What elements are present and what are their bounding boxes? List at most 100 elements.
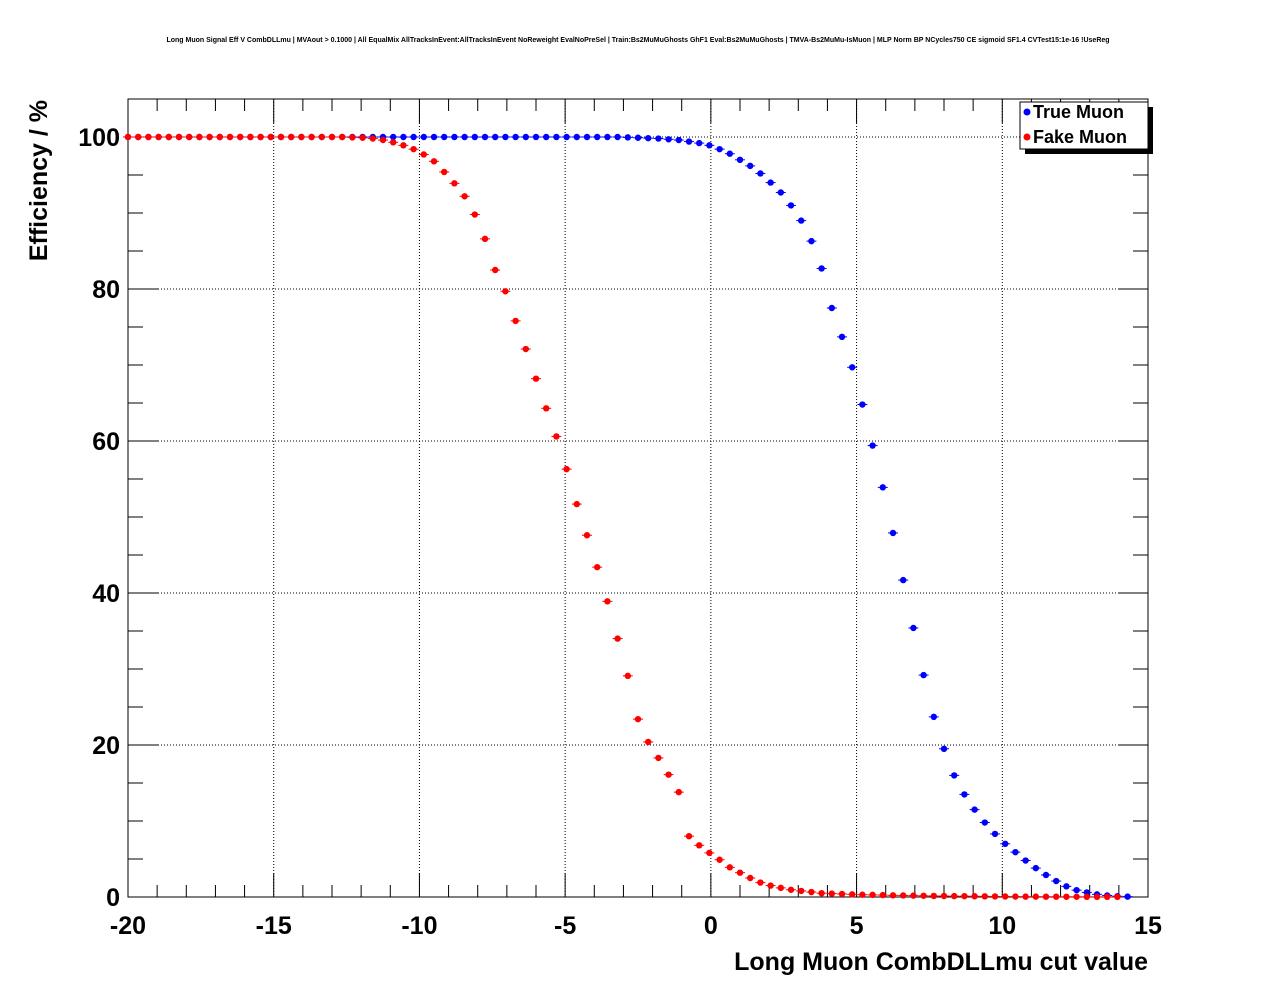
data-point [390, 133, 397, 141]
data-point [930, 713, 937, 721]
data-point [940, 892, 948, 900]
data-point [543, 405, 550, 412]
data-point [665, 771, 672, 778]
data-point [838, 333, 846, 341]
data-point [359, 134, 366, 141]
data-point [991, 830, 999, 838]
data-point [451, 133, 458, 141]
data-point [726, 150, 733, 157]
y-tick-label: 100 [78, 124, 120, 152]
data-point [900, 576, 907, 584]
data-point [267, 133, 274, 141]
data-point [492, 133, 499, 141]
y-tick-label: 40 [92, 580, 120, 608]
data-point [747, 162, 754, 170]
data-point [747, 874, 754, 882]
data-point [981, 819, 988, 826]
data-point [828, 304, 835, 312]
data-point [532, 133, 540, 141]
data-point [502, 133, 509, 141]
data-point [961, 791, 968, 798]
data-point [390, 139, 397, 146]
data-point [247, 133, 254, 141]
data-point [675, 788, 682, 796]
data-point [328, 133, 336, 141]
data-point [339, 133, 346, 141]
data-point [400, 133, 407, 141]
x-tick-label: -10 [401, 912, 437, 940]
y-tick-label: 20 [92, 732, 120, 760]
data-point [1032, 893, 1040, 900]
data-point [614, 133, 621, 141]
data-point [553, 133, 560, 141]
data-point [696, 842, 703, 849]
data-point [543, 133, 550, 141]
data-point [879, 484, 886, 491]
data-point [563, 465, 570, 473]
data-point [492, 266, 499, 274]
data-point [522, 345, 529, 353]
data-point [951, 892, 958, 900]
data-point [430, 158, 438, 165]
x-tick-label: 5 [850, 912, 864, 940]
y-axis-title: Efficiency / % [25, 100, 53, 261]
legend-label: Fake Muon [1033, 127, 1127, 147]
data-point [430, 133, 438, 141]
data-point [706, 142, 713, 149]
data-point [940, 745, 948, 752]
data-point [1022, 857, 1029, 864]
data-point [420, 151, 427, 158]
data-point [175, 133, 183, 141]
data-point [369, 135, 376, 142]
data-point [1093, 893, 1101, 901]
data-point [818, 265, 825, 272]
data-point [900, 892, 907, 899]
data-point [757, 879, 764, 886]
data-point [981, 893, 988, 900]
data-point [451, 180, 458, 187]
data-point [420, 133, 427, 141]
data-point [502, 288, 509, 295]
series-fake-muon [123, 133, 1123, 901]
data-point [1012, 893, 1019, 900]
data-point [288, 133, 295, 141]
data-point [634, 715, 642, 723]
data-point [951, 772, 958, 779]
data-point [318, 133, 325, 141]
data-point [798, 887, 805, 895]
data-point [879, 891, 886, 899]
data-point [604, 598, 611, 605]
data-point [1022, 893, 1029, 900]
x-tick-label: -20 [110, 912, 146, 940]
data-point [961, 892, 968, 900]
data-point [512, 133, 519, 141]
data-point [828, 890, 835, 897]
data-point [594, 563, 601, 571]
data-point [1042, 871, 1050, 879]
data-point [522, 133, 529, 141]
data-point [1002, 840, 1009, 847]
data-point [165, 133, 172, 141]
data-point [1042, 893, 1050, 900]
data-point [461, 193, 468, 200]
legend-box [1019, 101, 1149, 150]
data-point [787, 202, 795, 209]
data-point [808, 237, 815, 245]
y-tick-label: 80 [92, 276, 120, 304]
legend-marker [1023, 108, 1031, 116]
data-point [206, 133, 213, 141]
data-point [155, 133, 162, 141]
data-point [308, 133, 315, 141]
series-true-muon [123, 133, 1133, 900]
data-point [573, 133, 580, 141]
data-point [573, 500, 580, 508]
data-point [1002, 893, 1009, 900]
data-point [920, 892, 927, 899]
data-point [583, 532, 591, 539]
data-point [971, 806, 978, 813]
data-point [216, 133, 223, 141]
data-point [675, 136, 682, 144]
data-point [869, 891, 876, 899]
data-point [532, 375, 540, 382]
